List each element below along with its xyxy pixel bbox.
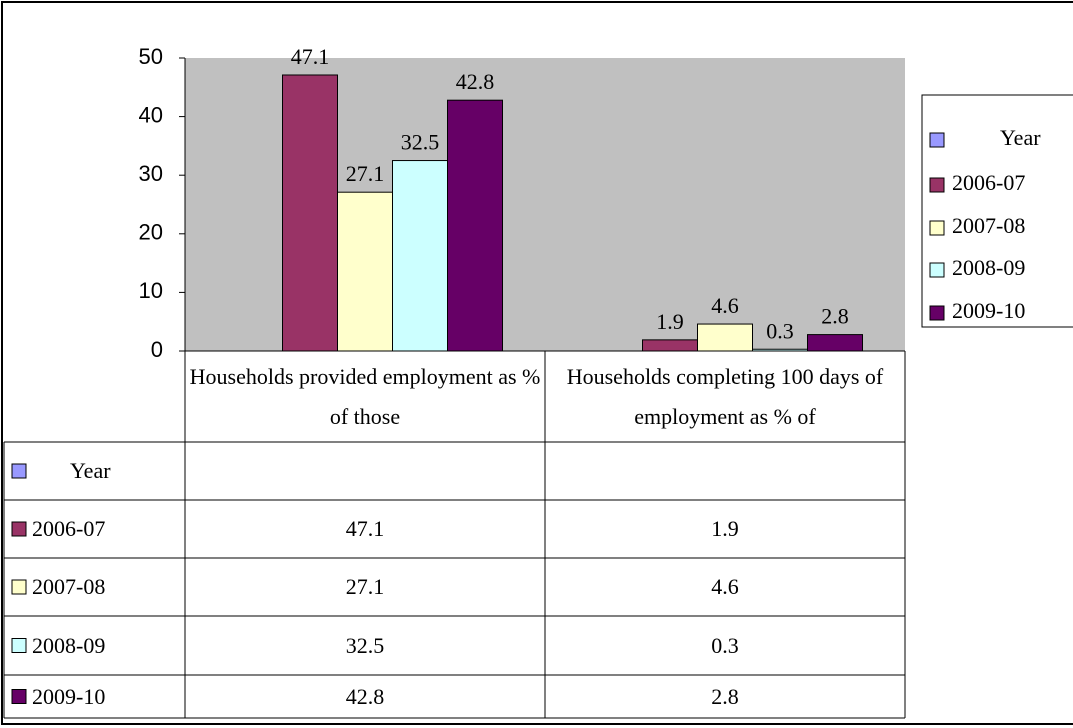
bar: [447, 99, 503, 352]
legend-label: 2007-08: [952, 213, 1025, 238]
table-series-name: 2008-09: [32, 633, 106, 658]
bar: [337, 191, 393, 352]
y-tick-label: 50: [139, 44, 163, 69]
category-label: Households completing 100 days of employ…: [566, 364, 884, 429]
value-label: 1.9: [656, 309, 684, 334]
y-tick-label: 10: [139, 278, 163, 303]
category-label: Households provided employment as % of t…: [189, 364, 541, 429]
legend-key: [929, 220, 945, 236]
legend-box: [921, 94, 1073, 328]
table-value: 2.8: [711, 684, 739, 709]
legend-key: [11, 463, 27, 479]
legend-label: 2009-10: [952, 298, 1025, 323]
table-value: 32.5: [345, 633, 385, 658]
bar: [697, 323, 753, 352]
legend-key: [11, 638, 27, 653]
table-series-name: Year: [70, 458, 111, 483]
table-value: [185, 442, 545, 500]
legend-key: [11, 521, 27, 537]
y-tick-label: 20: [139, 220, 163, 245]
legend-label: Year: [1000, 125, 1041, 150]
bar: [392, 160, 448, 352]
value-label: 2.8: [821, 304, 849, 329]
legend-key: [11, 689, 27, 704]
value-label: 47.1: [291, 44, 330, 69]
y-tick-label: 40: [139, 102, 163, 127]
legend-key: [929, 177, 945, 193]
y-tick-label: 30: [139, 161, 163, 186]
value-label: 0.3: [766, 318, 794, 343]
table-value: 42.8: [345, 684, 385, 709]
value-label: 27.1: [346, 161, 385, 186]
legend-key: [929, 305, 945, 321]
table-value: 27.1: [345, 574, 385, 599]
legend-label: 2006-07: [952, 170, 1025, 195]
value-label: 42.8: [456, 69, 495, 94]
table-value: 1.9: [711, 516, 739, 541]
legend-key: [929, 262, 945, 278]
y-tick-label: 0: [151, 337, 163, 362]
bar: [282, 74, 338, 352]
table-series-name: 2006-07: [32, 516, 106, 541]
table-series-name: 2009-10: [32, 684, 106, 709]
legend-key: [929, 132, 945, 148]
legend-label: 2008-09: [952, 255, 1025, 280]
table-series-name: 2007-08: [32, 574, 106, 599]
table-value: [545, 442, 905, 500]
bar: [642, 339, 698, 352]
value-label: 4.6: [711, 293, 739, 318]
bar: [807, 334, 863, 352]
table-value: 47.1: [345, 516, 385, 541]
legend-key: [11, 579, 27, 595]
table-value: 4.6: [711, 574, 739, 599]
table-value: 0.3: [711, 633, 739, 658]
value-label: 32.5: [401, 130, 440, 155]
